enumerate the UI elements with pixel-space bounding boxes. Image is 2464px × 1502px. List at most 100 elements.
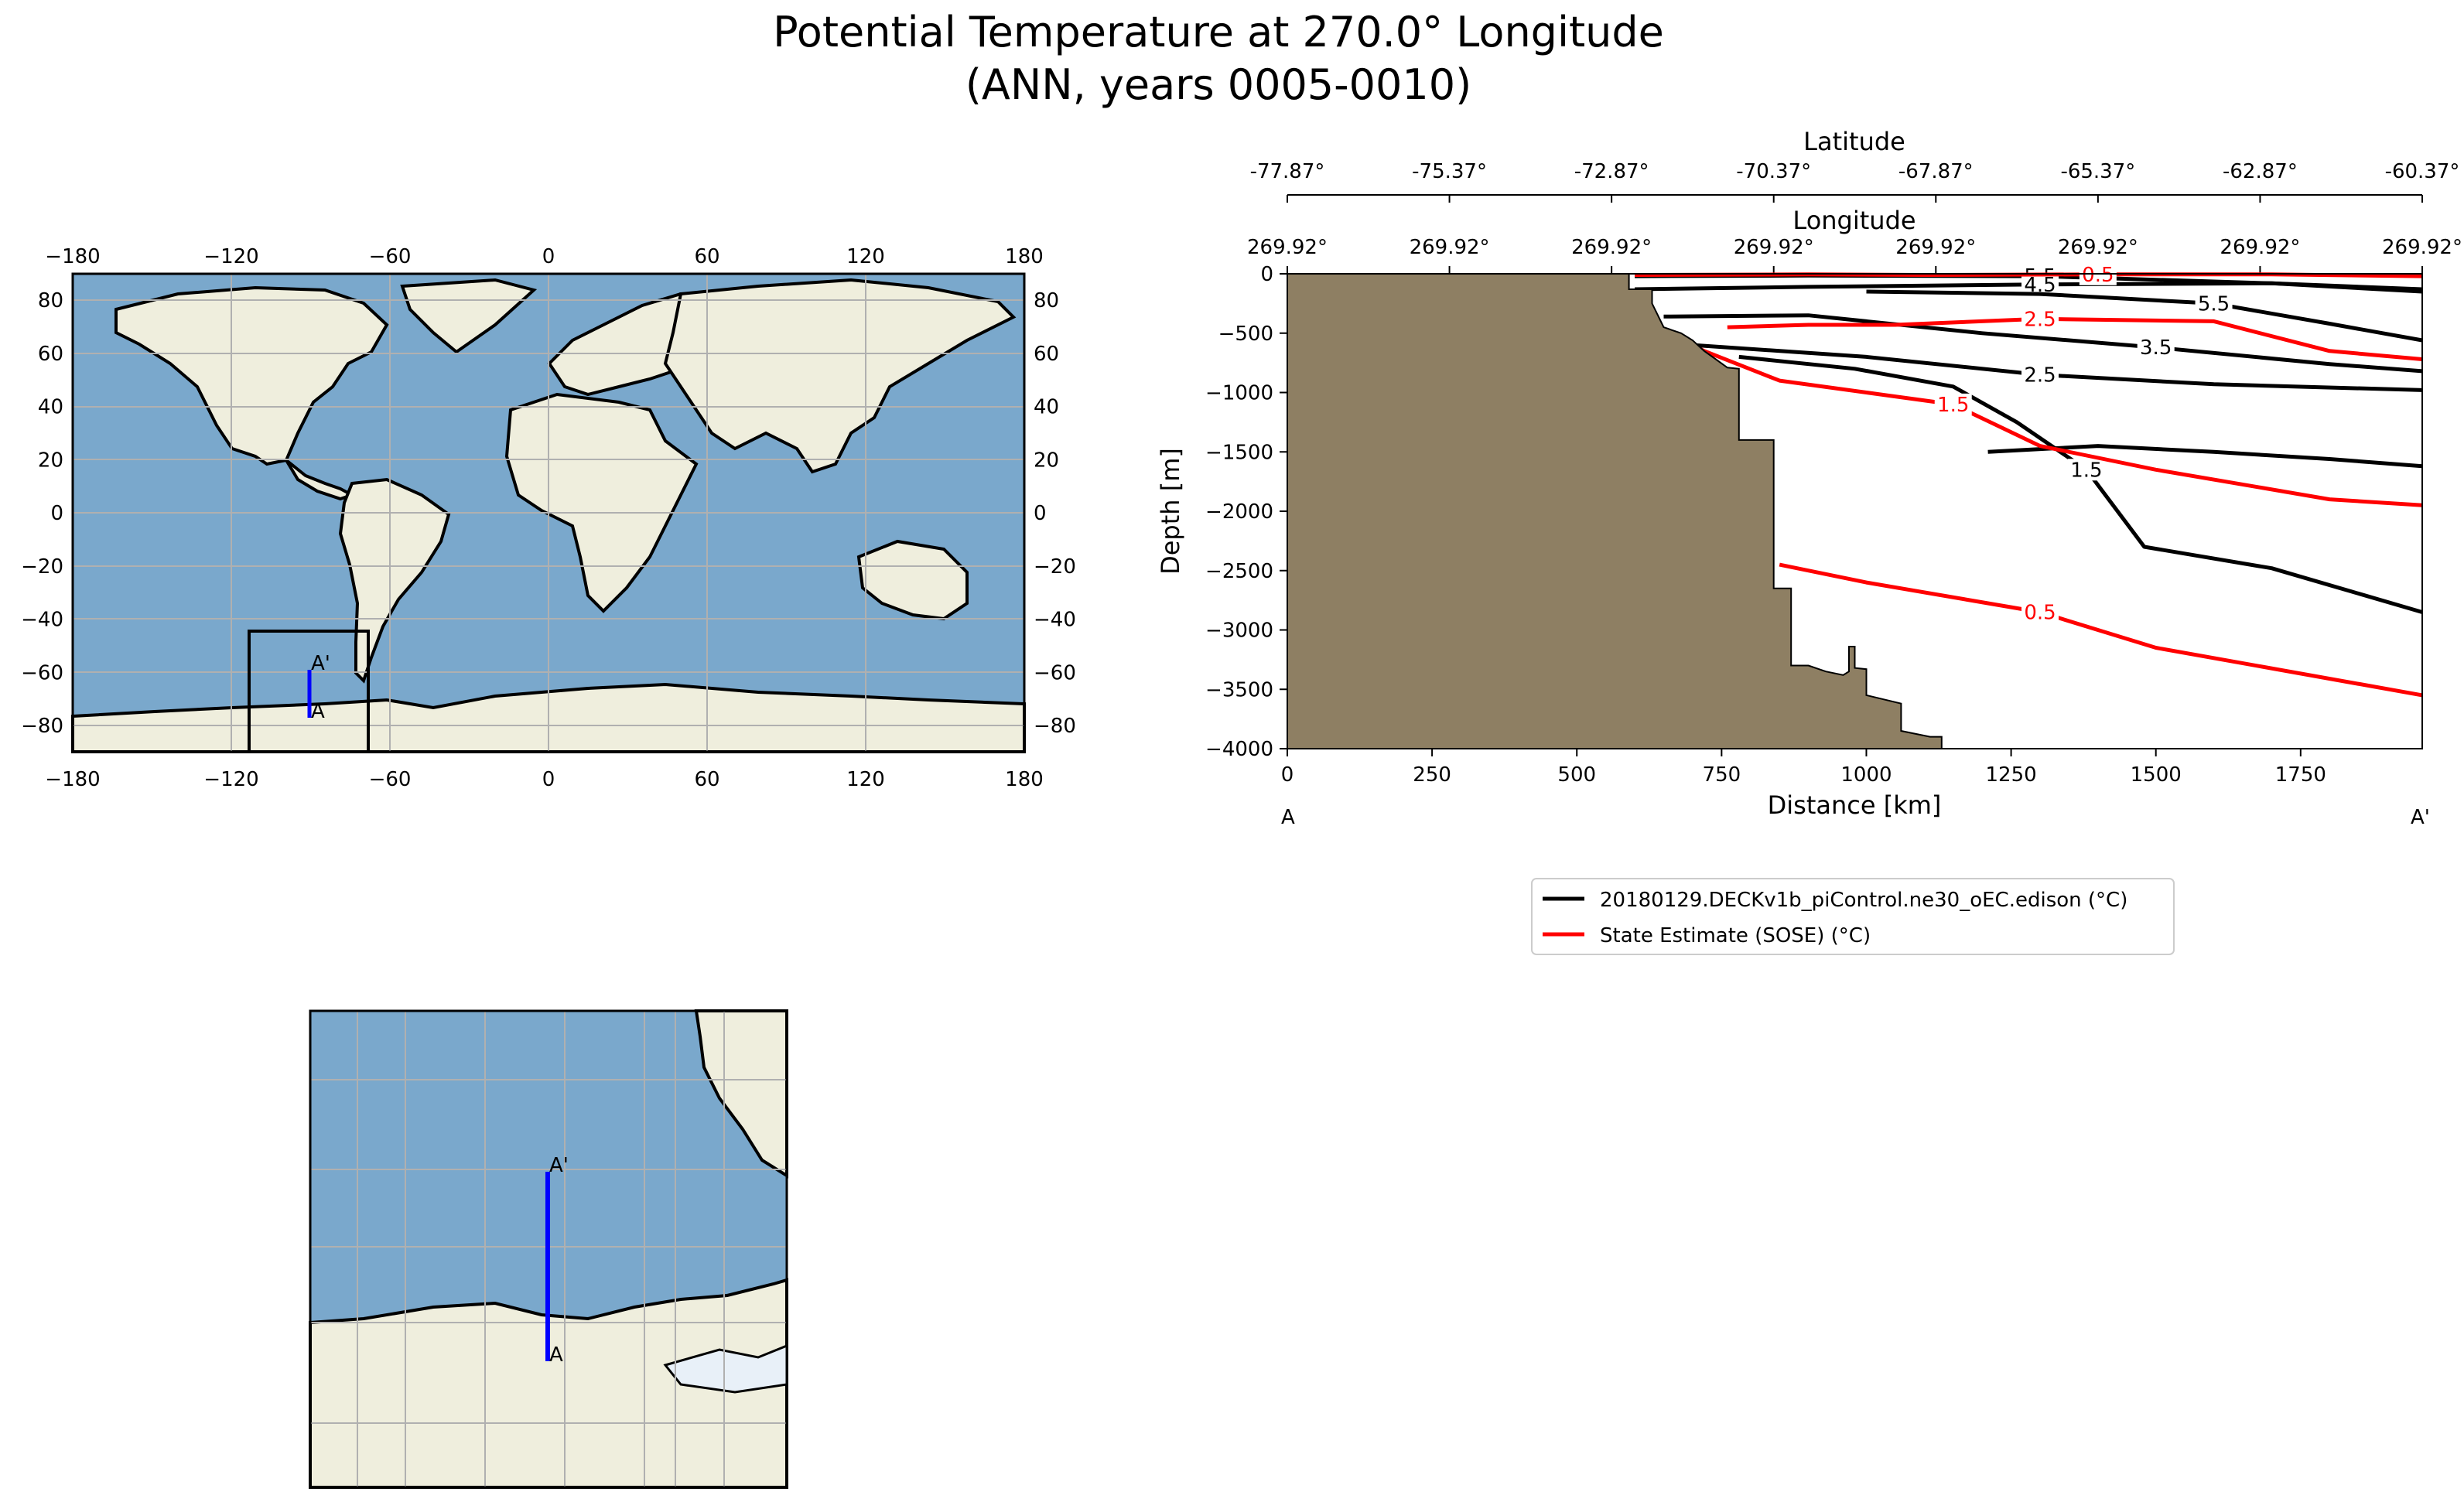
longitude-axis-title: Longitude — [1792, 206, 1915, 235]
longitude-tick-label: 269.92° — [1895, 236, 1976, 259]
map-ytick-right: −60 — [1034, 661, 1076, 684]
section-plot: Latitude -77.87° -75.37° -72.87° -70.37° -67… — [1156, 127, 2462, 829]
figure-title-line1: Potential Temperature at 270.0° Longitud… — [773, 8, 1664, 56]
longitude-tick-label: 269.92° — [1410, 236, 1490, 259]
depth-tick-label: −3500 — [1205, 678, 1273, 702]
depth-tick-label: −3000 — [1205, 620, 1273, 643]
continent-africa — [504, 392, 699, 613]
map-ytick-right: −80 — [1034, 715, 1076, 738]
map-xtick-bottom: 120 — [846, 768, 885, 791]
world-map-land — [71, 278, 1026, 753]
legend-box — [1531, 878, 2175, 955]
distance-axis-label: Distance [km] — [1768, 790, 1942, 820]
map-ytick-right: 40 — [1034, 396, 1059, 419]
world-map: A' A −180 −180 −120 −120 −60 −60 0 0 60 60 120 120 1… — [21, 245, 1076, 791]
continent-north-america — [114, 285, 389, 466]
contour-label-model: 3.5 — [2140, 336, 2172, 360]
legend-label-model: 20180129.DECKv1b_piControl.ne30_oEC.edis… — [1600, 889, 2127, 912]
contour-label-bg — [2021, 601, 2059, 623]
latitude-tick-label: -62.87° — [2223, 160, 2298, 183]
section-end-label-right: A' — [2411, 806, 2430, 829]
contour-line-model — [1738, 354, 2423, 614]
contour-label-obs: 0.5 — [2024, 601, 2056, 624]
contour-label-obs: 0.5 — [2082, 264, 2114, 287]
latitude-tick-label: -70.37° — [1736, 160, 1811, 183]
depth-tick-label: −1500 — [1205, 441, 1273, 464]
map-ytick-left: 60 — [38, 343, 63, 366]
map-xtick-bottom: −60 — [369, 768, 412, 791]
inset-label-end: A' — [549, 1154, 569, 1177]
legend: 20180129.DECKv1b_piControl.ne30_oEC.edis… — [1531, 878, 2175, 955]
map-ytick-left: 40 — [38, 396, 63, 419]
depth-tick-label: −1000 — [1205, 382, 1273, 405]
latitude-axis-ticks: -77.87° -75.37° -72.87° -70.37° -67.87° -65.3… — [1250, 160, 2460, 203]
contour-line-model — [1663, 313, 2423, 374]
latitude-tick-label: -67.87° — [1898, 160, 1974, 183]
contour-label-model: 2.5 — [2024, 364, 2056, 387]
map-xtick-top: 0 — [542, 245, 555, 268]
inset-map: A' A — [309, 1009, 788, 1489]
section-end-label-left: A — [1281, 806, 1295, 829]
contour-line-model — [1987, 444, 2423, 469]
distance-tick-label: 0 — [1281, 763, 1294, 787]
distance-tick-label: 1750 — [2275, 763, 2326, 787]
distance-tick-label: 500 — [1557, 763, 1596, 787]
map-xtick-top: 120 — [846, 245, 885, 268]
latitude-tick-label: -75.37° — [1412, 160, 1487, 183]
distance-tick-label: 1500 — [2131, 763, 2182, 787]
contour-label-bg — [2195, 292, 2233, 315]
depth-tick-label: −2000 — [1205, 500, 1273, 524]
map-ytick-left: −20 — [21, 555, 63, 579]
depth-tick-label: −2500 — [1205, 560, 1273, 583]
inset-grid — [310, 1011, 787, 1487]
inset-label-start: A — [549, 1343, 563, 1367]
map-ytick-left: 0 — [50, 502, 63, 525]
map-xtick-bottom: 180 — [1005, 768, 1044, 791]
map-xtick-top: −180 — [45, 245, 100, 268]
map-ytick-left: −40 — [21, 609, 63, 632]
depth-axis-label: Depth [m] — [1156, 448, 1185, 575]
world-map-ticks: −180 −180 −120 −120 −60 −60 0 0 60 60 120 120 180 180… — [21, 245, 1076, 791]
map-xtick-top: 60 — [694, 245, 719, 268]
longitude-tick-label: 269.92° — [1734, 236, 1814, 259]
inset-frame — [309, 1009, 788, 1489]
distance-axis-ticks: 0 250 500 750 1000 1250 1500 1750 — [1281, 749, 2326, 787]
latitude-tick-label: -60.37° — [2385, 160, 2460, 183]
map-ytick-right: 80 — [1034, 289, 1059, 312]
map-ytick-left: 20 — [38, 449, 63, 472]
contour-label-obs: 2.5 — [2024, 308, 2056, 331]
map-xtick-bottom: −120 — [203, 768, 258, 791]
map-xtick-bottom: 60 — [694, 768, 719, 791]
map-ytick-left: −80 — [21, 715, 63, 738]
distance-tick-label: 750 — [1703, 763, 1741, 787]
continent-greenland — [400, 278, 538, 354]
map-ytick-right: 20 — [1034, 449, 1059, 472]
contour-line-obs — [1635, 272, 2423, 278]
longitude-tick-label: 269.92° — [2220, 236, 2300, 259]
contour-label-bg — [2021, 364, 2059, 386]
map-ytick-left: −60 — [21, 661, 63, 684]
map-ytick-right: −40 — [1034, 609, 1076, 632]
section-topography — [1287, 273, 1943, 749]
map-xtick-top: 180 — [1005, 245, 1044, 268]
contour-label-obs: 1.5 — [1937, 394, 1969, 417]
figure-title-line2: (ANN, years 0005-0010) — [965, 60, 1471, 109]
distance-tick-label: 1000 — [1840, 763, 1892, 787]
map-ytick-right: −20 — [1034, 555, 1076, 579]
map-ytick-right: 60 — [1034, 343, 1059, 366]
contour-label-bg — [2067, 459, 2105, 481]
contour-label-model: 1.5 — [2070, 459, 2102, 482]
contour-label-bg — [2137, 336, 2175, 359]
depth-axis-ticks: 0 −500 −1000 −1500 −2000 −2500 −3000 −3500 −4000 — [1205, 263, 1287, 761]
distance-tick-label: 250 — [1413, 763, 1451, 787]
map-xtick-bottom: 0 — [542, 768, 555, 791]
contour-label-bg — [1934, 393, 1972, 415]
latitude-tick-label: -65.37° — [2060, 160, 2135, 183]
contour-label-bg — [2021, 308, 2059, 330]
depth-tick-label: −4000 — [1205, 738, 1273, 761]
continent-asia — [663, 278, 1017, 474]
longitude-tick-label: 269.92° — [2058, 236, 2138, 259]
map-xtick-top: −120 — [203, 245, 258, 268]
contour-label-bg — [2021, 273, 2059, 295]
